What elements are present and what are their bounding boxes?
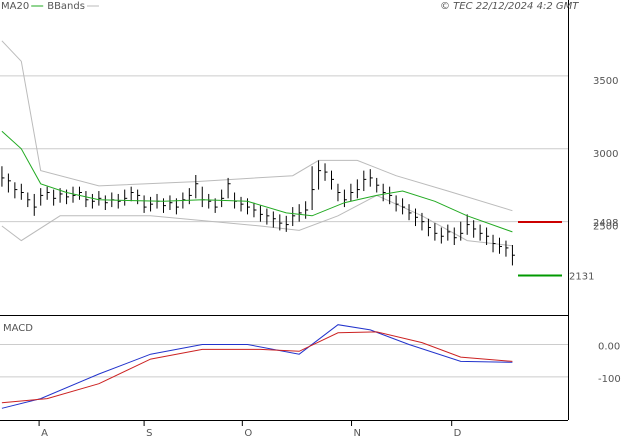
x-tick-label: A (41, 428, 48, 439)
panel-title: MACD (3, 323, 33, 334)
x-tick-label: S (146, 428, 152, 439)
level-label: 2131 (569, 271, 594, 282)
y-tick-label: 3500 (593, 76, 618, 87)
bband-lower (1, 194, 513, 247)
y-tick-label: -100 (598, 374, 621, 385)
bband-upper (1, 40, 513, 212)
ma20-line (1, 130, 513, 233)
legend-label: MA20 (1, 1, 29, 12)
x-tick-label: D (454, 428, 462, 439)
level-label: 2498 (593, 218, 618, 229)
y-tick-label: 2500 (593, 222, 618, 233)
legend-label: BBands (47, 1, 85, 12)
y-tick-label: 0.00 (598, 342, 620, 353)
x-tick-label: O (244, 428, 252, 439)
copyright: © TEC 22/12/2024 4:2 GMT (440, 1, 579, 12)
macd-line (1, 331, 513, 404)
x-tick-label: N (354, 428, 361, 439)
y-tick-label: 3000 (593, 149, 618, 160)
macd-line (1, 324, 513, 409)
